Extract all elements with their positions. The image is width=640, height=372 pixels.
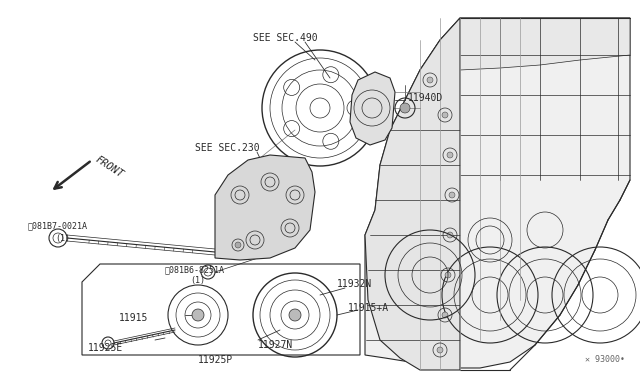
- Text: ⑁081B6-8251A: ⑁081B6-8251A: [165, 266, 225, 275]
- Text: SEE SEC.490: SEE SEC.490: [253, 33, 317, 43]
- Text: ✕ 93000•: ✕ 93000•: [585, 355, 625, 364]
- Text: 11932N: 11932N: [337, 279, 372, 289]
- Circle shape: [442, 112, 448, 118]
- Text: (1): (1): [190, 276, 205, 285]
- Text: 11925P: 11925P: [198, 355, 233, 365]
- Polygon shape: [365, 18, 630, 368]
- Circle shape: [437, 347, 443, 353]
- Circle shape: [447, 232, 453, 238]
- Circle shape: [400, 103, 410, 113]
- Text: 11915+A: 11915+A: [348, 303, 389, 313]
- Text: 11915: 11915: [118, 313, 148, 323]
- Text: FRONT: FRONT: [93, 154, 125, 179]
- Polygon shape: [350, 72, 395, 145]
- Circle shape: [192, 309, 204, 321]
- Circle shape: [427, 77, 433, 83]
- Text: SEE SEC.230: SEE SEC.230: [195, 143, 260, 153]
- Circle shape: [449, 192, 455, 198]
- Polygon shape: [420, 18, 630, 72]
- Text: ⑀081B7-0021A: ⑀081B7-0021A: [28, 221, 88, 231]
- Polygon shape: [215, 155, 315, 260]
- Text: (1): (1): [55, 234, 70, 243]
- Text: 11925E: 11925E: [88, 343, 124, 353]
- Circle shape: [235, 242, 241, 248]
- Circle shape: [442, 312, 448, 318]
- Circle shape: [289, 309, 301, 321]
- Text: 11940D: 11940D: [408, 93, 444, 103]
- Circle shape: [447, 152, 453, 158]
- Text: 11927N: 11927N: [258, 340, 293, 350]
- Circle shape: [445, 272, 451, 278]
- Polygon shape: [365, 18, 460, 370]
